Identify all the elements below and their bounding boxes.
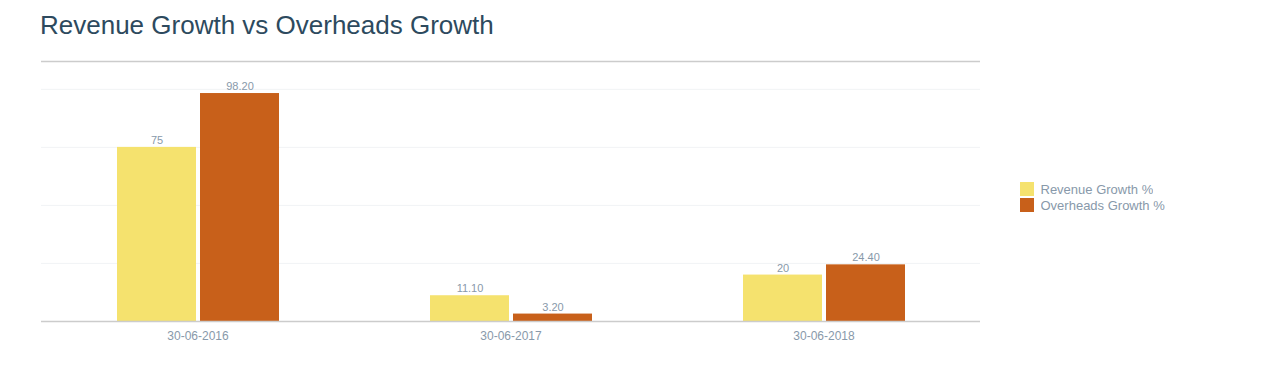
svg-text:98.20: 98.20 xyxy=(226,80,254,92)
svg-text:30-06-2016: 30-06-2016 xyxy=(167,329,229,343)
svg-text:11.10: 11.10 xyxy=(457,282,484,294)
svg-text:30-06-2017: 30-06-2017 xyxy=(480,329,542,343)
svg-text:30-06-2018: 30-06-2018 xyxy=(793,329,855,343)
svg-text:3.20: 3.20 xyxy=(542,301,563,313)
html-text:Revenue Growth %: Revenue Growth % xyxy=(1040,181,1154,197)
svg-text:20: 20 xyxy=(777,262,789,274)
svg-text:24.40: 24.40 xyxy=(852,251,880,263)
html-text:Revenue Growth vs Overheads Gr: Revenue Growth vs Overheads Growth xyxy=(40,10,494,40)
svg-text:75: 75 xyxy=(151,134,163,146)
html-text:Overheads Growth %: Overheads Growth % xyxy=(1040,197,1165,213)
